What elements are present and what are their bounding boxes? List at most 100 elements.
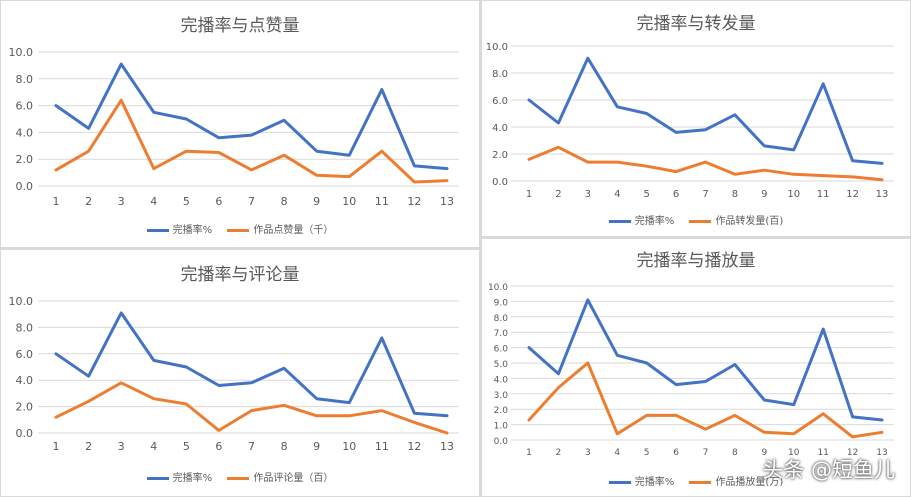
series-line-completion	[527, 298, 884, 422]
x-tick-label: 4	[614, 448, 620, 458]
x-tick-label: 7	[702, 189, 708, 200]
y-tick-label: 4.0	[16, 126, 34, 139]
x-tick-label: 1	[53, 440, 60, 453]
chart-shares: 完播率与转发量 0.0 2.0 4.0 6.0 8.0 10.0 1 2 3 4 5 6 7 8 9 10 11…	[482, 1, 910, 236]
x-tick-label: 12	[407, 440, 421, 453]
x-tick-label: 2	[555, 189, 561, 200]
x-tick-label: 2	[85, 195, 92, 208]
chart-title: 完播率与评论量	[180, 265, 300, 285]
x-tick-label: 6	[215, 195, 222, 208]
legend-item-likes: 作品点赞量（千）	[227, 221, 333, 236]
y-tick-label: 0.0	[16, 427, 34, 440]
chart-title: 完播率与点赞量	[180, 16, 300, 36]
y-tick-label: 4.0	[16, 374, 34, 387]
x-tick-label: 3	[585, 448, 591, 458]
legend: 完播率% 作品评论量（百）	[1, 469, 479, 484]
x-tick-label: 10	[342, 195, 356, 208]
y-tick-label: 10.0	[9, 46, 34, 59]
x-tick-label: 1	[526, 189, 532, 200]
legend-item-completion: 完播率%	[146, 469, 213, 484]
y-tick-label: 6.0	[492, 96, 508, 107]
x-tick-label: 12	[407, 195, 421, 208]
x-tick-label: 10	[342, 440, 356, 453]
y-tick-label: 2.0	[492, 150, 508, 161]
x-tick-label: 13	[876, 448, 887, 458]
chart-plot: 0.01.02.03.04.05.06.07.08.09.010.01 2 3 4 5 6…	[488, 283, 894, 458]
y-tick-label: 10.0	[486, 42, 508, 53]
legend-label: 完播率%	[172, 473, 213, 484]
legend-label: 完播率%	[172, 225, 213, 236]
x-tick-label: 13	[876, 189, 889, 200]
y-tick-label: 2.0	[494, 406, 509, 416]
legend-item-completion: 完播率%	[608, 212, 675, 227]
chart-plot: 0.02.04.06.08.010.01 2 3 4 5 6 7 8 9 10 11 12 13	[9, 46, 459, 208]
x-tick-label: 12	[846, 189, 859, 200]
chart-plays: 完播率与播放量 0.0 1.0 2.0 3.0 4.0 5.0 6.0 7.0 8.0 9.0 10…	[482, 239, 910, 496]
x-tick-label: 9	[761, 448, 767, 458]
legend-item-plays: 作品播放量(万)	[689, 473, 783, 488]
series-line-metric	[54, 98, 449, 184]
x-tick-label: 10	[788, 448, 800, 458]
legend-label: 完播率%	[634, 216, 675, 227]
y-tick-label: 6.0	[494, 345, 509, 355]
chart-likes: 完播率与点赞量 0.0 2.0 4.0 6.0 8.0 10.0 1 2 3 4 5 6 7 8 9 10 11…	[1, 1, 479, 247]
x-tick-label: 6	[673, 189, 679, 200]
y-tick-label: 8.0	[16, 73, 34, 86]
x-tick-label: 1	[526, 448, 532, 458]
y-tick-label: 4.0	[492, 123, 508, 134]
y-tick-label: 4.0	[494, 375, 509, 385]
x-tick-label: 12	[847, 448, 858, 458]
y-tick-label: 5.0	[494, 360, 509, 370]
y-tick-label: 0.0	[492, 177, 508, 188]
y-tick-label: 8.0	[492, 69, 508, 80]
y-tick-label: 2.0	[16, 153, 34, 166]
x-tick-label: 9	[313, 440, 320, 453]
x-tick-label: 8	[281, 195, 288, 208]
x-tick-label: 9	[761, 189, 767, 200]
x-tick-label: 11	[375, 195, 389, 208]
series-line-metric	[527, 145, 884, 182]
legend: 完播率% 作品点赞量（千）	[1, 221, 479, 236]
x-tick-label: 11	[817, 448, 828, 458]
x-tick-label: 5	[183, 195, 190, 208]
x-tick-label: 5	[643, 189, 649, 200]
x-tick-label: 5	[183, 440, 190, 453]
series-line-metric	[54, 381, 449, 435]
chart-title: 完播率与播放量	[636, 251, 756, 271]
legend-label: 完播率%	[634, 477, 675, 488]
y-tick-label: 9.0	[494, 298, 509, 308]
x-tick-label: 2	[85, 440, 92, 453]
series-line-completion	[527, 56, 884, 165]
y-tick-label: 10.0	[488, 283, 508, 293]
x-tick-label: 2	[556, 448, 562, 458]
x-tick-label: 7	[703, 448, 709, 458]
legend-label: 作品播放量(万)	[715, 477, 784, 488]
x-tick-label: 4	[150, 195, 157, 208]
y-tick-label: 3.0	[494, 391, 509, 401]
legend-label: 作品点赞量（千）	[253, 225, 334, 236]
x-tick-label: 3	[118, 440, 125, 453]
x-tick-label: 8	[281, 440, 288, 453]
x-tick-label: 3	[118, 195, 125, 208]
x-tick-label: 8	[732, 189, 738, 200]
x-tick-label: 4	[614, 189, 620, 200]
x-tick-label: 1	[53, 195, 60, 208]
legend-label: 作品转发量(百)	[715, 216, 784, 227]
watermark: 头条 @短鱼儿	[762, 458, 895, 482]
y-tick-label: 10.0	[9, 295, 34, 308]
x-tick-label: 13	[440, 440, 454, 453]
legend: 完播率% 作品播放量(万)	[482, 473, 910, 488]
x-tick-label: 3	[585, 189, 591, 200]
x-tick-label: 5	[644, 448, 650, 458]
chart-plot: 0.02.04.06.08.010.01 2 3 4 5 6 7 8 9 10 11 12 13	[9, 295, 459, 453]
y-tick-label: 0.0	[494, 437, 509, 447]
series-line-completion	[54, 311, 449, 418]
chart-comments: 完播率与评论量 0.0 2.0 4.0 6.0 8.0 10.0 1 2 3 4 5 6 7 8 9 10 11…	[1, 250, 479, 496]
y-tick-label: 1.0	[494, 422, 509, 432]
x-tick-label: 11	[375, 440, 389, 453]
y-tick-label: 0.0	[16, 180, 34, 193]
chart-plot: 0.02.04.06.08.010.01 2 3 4 5 6 7 8 9 10 11 12 13	[486, 42, 894, 200]
legend: 完播率% 作品转发量(百)	[482, 212, 910, 227]
y-tick-label: 2.0	[16, 401, 34, 414]
legend-item-completion: 完播率%	[146, 221, 213, 236]
